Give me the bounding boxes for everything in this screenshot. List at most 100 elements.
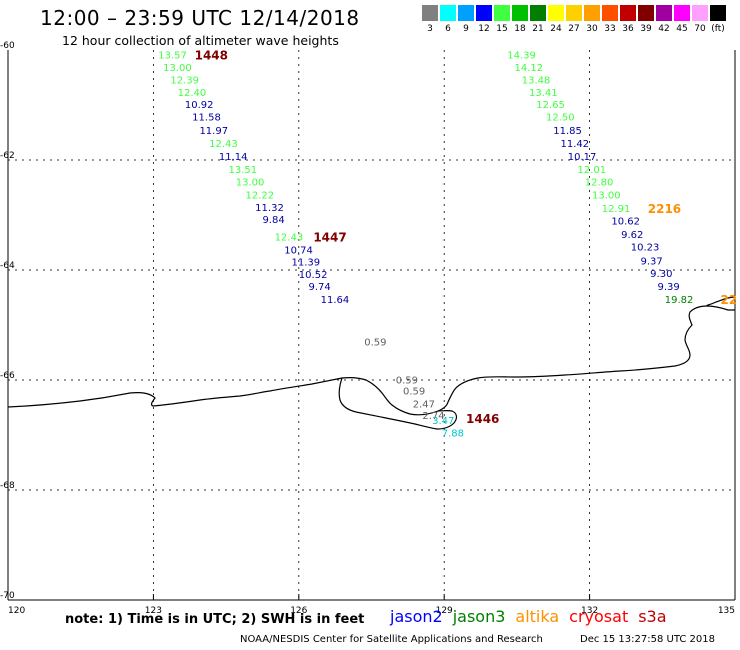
lon-tick-label: 126 [290, 606, 307, 616]
wave-height-value: 13.41 [529, 88, 558, 99]
color-scale-label: (ft) [711, 24, 725, 34]
color-swatch [602, 5, 618, 21]
wave-height-value: 10.62 [611, 217, 640, 228]
color-scale-label: 9 [463, 24, 469, 34]
lon-tick-label: 120 [8, 606, 25, 616]
wave-height-value: 11.32 [255, 203, 284, 214]
wave-height-value: 12.80 [585, 178, 614, 189]
pass-time-label: 1447 [313, 231, 346, 245]
wave-height-value: 11.97 [199, 126, 228, 137]
wave-height-value: 11.64 [321, 295, 350, 306]
wave-height-value: 12.01 [577, 165, 606, 176]
color-swatch [710, 5, 726, 21]
wave-height-value: 10.74 [284, 245, 313, 256]
color-swatch [638, 5, 654, 21]
satellite-legend: jason2 jason3 altika cryosat s3a [390, 607, 677, 626]
wave-height-value: 12.43 [275, 233, 304, 244]
lat-tick-label: -68 [0, 481, 15, 491]
wave-height-value: 12.91 [602, 204, 631, 215]
wave-height-value: 13.00 [236, 178, 265, 189]
wave-height-value: 13.51 [229, 165, 258, 176]
wave-height-value: 3.47 [432, 416, 454, 427]
color-scale-label: 33 [604, 24, 616, 34]
color-swatch [512, 5, 528, 21]
lat-tick-label: -64 [0, 261, 15, 271]
wave-height-value: 11.39 [292, 257, 321, 268]
pass-time-label: 1448 [195, 49, 228, 63]
wave-height-value: 12.65 [536, 100, 565, 111]
color-scale-label: 27 [568, 24, 580, 34]
wave-height-value: 9.37 [640, 256, 662, 267]
wave-height-value: 13.57 [158, 51, 187, 62]
wave-height-value: 10.23 [631, 243, 660, 254]
coastline-main [7, 305, 735, 416]
wave-height-value: 12.43 [209, 139, 238, 150]
color-swatch [692, 5, 708, 21]
color-scale-label: 36 [622, 24, 634, 34]
wave-height-value: 12.39 [170, 75, 199, 86]
wave-height-value: 11.14 [219, 152, 248, 163]
pass-time-label: 2216 [648, 202, 681, 216]
map-subtitle: 12 hour collection of altimeter wave hei… [62, 33, 339, 48]
wave-height-value: 9.30 [650, 269, 672, 280]
wave-height-value: 14.12 [514, 63, 543, 74]
color-swatch [458, 5, 474, 21]
wave-height-value: 13.00 [163, 63, 192, 74]
wave-height-value: 13.00 [592, 190, 621, 201]
wave-height-value: 19.82 [665, 295, 694, 306]
pass-time-label: 1446 [466, 412, 499, 426]
wave-height-value: 9.84 [262, 215, 284, 226]
map-title: 12:00 – 23:59 UTC 12/14/2018 [40, 6, 360, 30]
wave-height-value: 12.50 [546, 113, 575, 124]
wave-height-value: 13.48 [522, 75, 551, 86]
lat-tick-label: -62 [0, 151, 15, 161]
wave-height-value: 12.22 [245, 190, 274, 201]
color-scale-label: 24 [550, 24, 562, 34]
color-swatch [584, 5, 600, 21]
generated-timestamp: Dec 15 13:27:58 UTC 2018 [580, 634, 715, 645]
antarctic-coastline [7, 296, 736, 430]
coastline-bay [338, 377, 458, 430]
wave-height-value: 2.74 [422, 411, 444, 422]
color-scale-label: 39 [640, 24, 652, 34]
lat-tick-label: -70 [0, 591, 15, 601]
color-scale-label: 70 [694, 24, 706, 34]
color-scale-label: 15 [496, 24, 508, 34]
wave-height-value: 10.92 [185, 100, 214, 111]
legend-item-altika: altika [515, 607, 560, 626]
wave-height-value: 11.42 [561, 139, 590, 150]
legend-item-cryosat: cryosat [569, 607, 629, 626]
color-swatch [656, 5, 672, 21]
wave-height-value: 9.74 [308, 282, 330, 293]
wave-height-value: 10.17 [568, 152, 597, 163]
altimeter-tracks: 13.5713.0012.3912.4010.9211.5811.9712.43… [158, 49, 737, 440]
wave-height-value: 12.40 [178, 88, 207, 99]
legend-item-jason2: jason2 [390, 607, 443, 626]
wave-height-value: 11.85 [553, 126, 582, 137]
wave-height-value: 0.59 [396, 376, 418, 387]
color-swatch [494, 5, 510, 21]
color-swatch [566, 5, 582, 21]
lat-tick-label: -66 [0, 371, 15, 381]
pass-time-label: 22 [720, 293, 737, 307]
color-swatch [548, 5, 564, 21]
lon-tick-label: 129 [436, 606, 453, 616]
wave-height-value: 7.88 [442, 428, 464, 439]
wave-height-value: 10.52 [299, 270, 328, 281]
coastline-east-inlet [706, 296, 736, 307]
wave-height-value: 11.58 [192, 113, 221, 124]
map-frame [7, 50, 736, 601]
color-scale-label: 42 [658, 24, 670, 34]
wave-height-value: 9.39 [657, 282, 679, 293]
color-scale-label: 21 [532, 24, 544, 34]
color-scale-label: 30 [586, 24, 598, 34]
color-swatch [620, 5, 636, 21]
wave-height-value: 0.59 [403, 387, 425, 398]
lon-tick-label: 123 [145, 606, 162, 616]
legend-item-s3a: s3a [638, 607, 667, 626]
axis-tick-labels: 120 123 126 129 132 135 -60 -62 -64 -66 -68 -70 [0, 41, 735, 616]
wave-height-value: 2.47 [413, 399, 435, 410]
color-scale-label: 45 [676, 24, 688, 34]
wave-height-value: 0.59 [364, 338, 386, 349]
